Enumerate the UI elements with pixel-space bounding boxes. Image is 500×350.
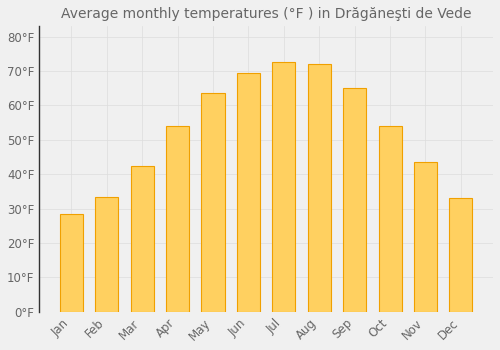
Bar: [202, 93, 224, 312]
Bar: [308, 64, 331, 312]
Bar: [272, 62, 295, 312]
Title: Average monthly temperatures (°F ) in Drăgăneşti de Vede: Average monthly temperatures (°F ) in Dr…: [61, 7, 472, 21]
Bar: [343, 88, 366, 312]
Bar: [378, 126, 402, 312]
Bar: [130, 166, 154, 312]
Bar: [95, 197, 118, 312]
Bar: [166, 126, 189, 312]
Bar: [450, 198, 472, 312]
Bar: [237, 73, 260, 312]
Bar: [414, 162, 437, 312]
Bar: [60, 214, 83, 312]
